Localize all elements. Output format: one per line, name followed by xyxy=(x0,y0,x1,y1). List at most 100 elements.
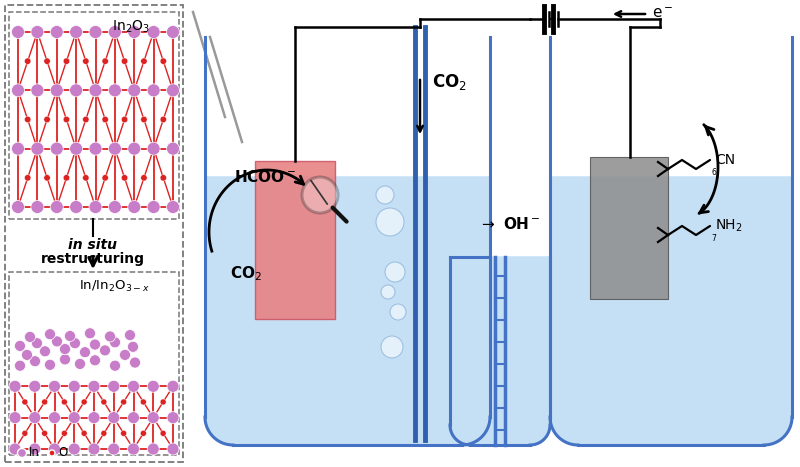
FancyBboxPatch shape xyxy=(590,157,668,299)
Circle shape xyxy=(108,84,122,97)
Circle shape xyxy=(376,208,404,236)
Circle shape xyxy=(167,443,179,455)
Circle shape xyxy=(45,359,55,370)
Polygon shape xyxy=(205,177,490,445)
Circle shape xyxy=(381,336,403,358)
Text: O: O xyxy=(58,446,67,460)
Circle shape xyxy=(160,430,166,436)
Circle shape xyxy=(79,347,90,358)
Polygon shape xyxy=(451,257,549,425)
Circle shape xyxy=(127,380,139,392)
Circle shape xyxy=(31,338,42,349)
Circle shape xyxy=(81,430,87,436)
Circle shape xyxy=(302,177,338,213)
Polygon shape xyxy=(450,337,550,445)
Circle shape xyxy=(9,443,21,455)
Polygon shape xyxy=(551,177,791,417)
Circle shape xyxy=(11,84,25,97)
Circle shape xyxy=(108,200,122,213)
Circle shape xyxy=(166,142,179,155)
Polygon shape xyxy=(550,177,792,445)
Circle shape xyxy=(160,399,166,405)
Circle shape xyxy=(90,355,101,366)
Circle shape xyxy=(22,430,28,436)
Circle shape xyxy=(50,84,63,97)
Circle shape xyxy=(25,58,31,64)
Circle shape xyxy=(22,349,33,361)
Circle shape xyxy=(89,84,102,97)
Circle shape xyxy=(42,430,48,436)
Circle shape xyxy=(147,411,159,424)
Circle shape xyxy=(108,26,122,38)
Circle shape xyxy=(29,411,41,424)
Circle shape xyxy=(59,354,70,365)
Circle shape xyxy=(39,346,50,357)
Circle shape xyxy=(70,84,82,97)
Circle shape xyxy=(128,200,141,213)
Circle shape xyxy=(25,332,35,342)
Text: In: In xyxy=(29,446,40,460)
Circle shape xyxy=(122,116,128,123)
Circle shape xyxy=(125,330,135,340)
Polygon shape xyxy=(205,337,490,445)
Circle shape xyxy=(122,175,128,181)
Circle shape xyxy=(29,443,41,455)
Circle shape xyxy=(141,175,147,181)
Circle shape xyxy=(147,84,160,97)
Circle shape xyxy=(44,175,50,181)
Text: in situ: in situ xyxy=(69,238,118,252)
Circle shape xyxy=(108,142,122,155)
Circle shape xyxy=(85,328,95,339)
Circle shape xyxy=(88,411,100,424)
Circle shape xyxy=(25,175,31,181)
Circle shape xyxy=(74,358,86,369)
Circle shape xyxy=(102,175,108,181)
Circle shape xyxy=(70,142,82,155)
Circle shape xyxy=(14,360,26,371)
Circle shape xyxy=(31,142,44,155)
Circle shape xyxy=(108,443,120,455)
Circle shape xyxy=(14,340,26,351)
Circle shape xyxy=(128,84,141,97)
Circle shape xyxy=(105,331,115,342)
Circle shape xyxy=(62,430,67,436)
Circle shape xyxy=(121,430,126,436)
Circle shape xyxy=(376,186,394,204)
Circle shape xyxy=(18,448,26,458)
Circle shape xyxy=(141,58,147,64)
Circle shape xyxy=(127,443,139,455)
Text: In/In$_2$O$_{3-x}$: In/In$_2$O$_{3-x}$ xyxy=(79,279,150,294)
Circle shape xyxy=(9,380,21,392)
Circle shape xyxy=(11,200,25,213)
Circle shape xyxy=(89,142,102,155)
Circle shape xyxy=(110,360,121,371)
Polygon shape xyxy=(450,257,550,445)
Circle shape xyxy=(121,399,126,405)
Circle shape xyxy=(147,380,159,392)
Circle shape xyxy=(119,349,130,361)
Circle shape xyxy=(141,116,147,123)
Polygon shape xyxy=(451,337,549,425)
Circle shape xyxy=(167,380,179,392)
Circle shape xyxy=(49,450,55,456)
Circle shape xyxy=(166,200,179,213)
Circle shape xyxy=(45,329,55,340)
Circle shape xyxy=(166,84,179,97)
Circle shape xyxy=(82,175,89,181)
Text: CN: CN xyxy=(715,153,735,167)
Polygon shape xyxy=(206,177,489,417)
Circle shape xyxy=(68,411,80,424)
Circle shape xyxy=(101,399,107,405)
Circle shape xyxy=(11,142,25,155)
Text: $\rightarrow$ OH$^-$: $\rightarrow$ OH$^-$ xyxy=(479,216,541,232)
Circle shape xyxy=(128,142,141,155)
Circle shape xyxy=(29,380,41,392)
Circle shape xyxy=(31,84,44,97)
Text: NH$_2$: NH$_2$ xyxy=(715,218,742,234)
Circle shape xyxy=(25,116,31,123)
Polygon shape xyxy=(550,337,792,445)
Circle shape xyxy=(110,337,121,348)
Circle shape xyxy=(130,357,141,368)
Circle shape xyxy=(89,200,102,213)
Circle shape xyxy=(140,399,146,405)
